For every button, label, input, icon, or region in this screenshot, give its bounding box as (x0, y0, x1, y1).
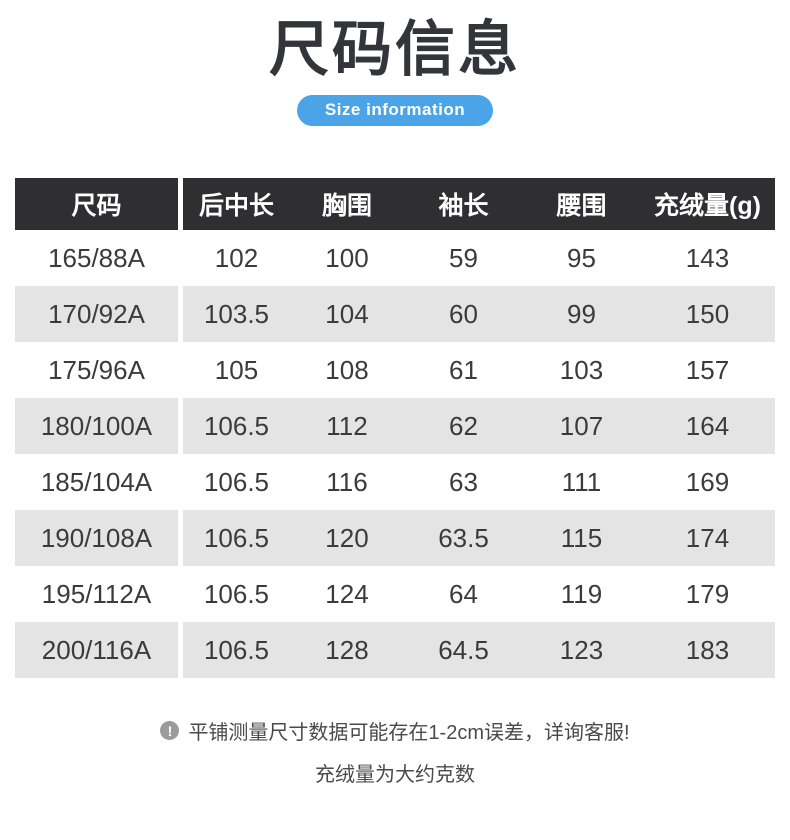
table-row: 180/100A 106.5 112 62 107 164 (15, 398, 775, 455)
column-header-size: 尺码 (15, 178, 183, 231)
table-row: 195/112A 106.5 124 64 119 179 (15, 566, 775, 623)
value-cell: 179 (685, 578, 730, 609)
size-cell: 180/100A (15, 398, 183, 455)
value-cell: 111 (561, 466, 602, 497)
value-cell: 128 (325, 634, 369, 665)
column-header-sleeve: 袖长 (438, 192, 489, 221)
value-cell: 103.5 (203, 298, 270, 329)
size-cell: 195/112A (15, 566, 183, 623)
value-cell: 123 (559, 634, 604, 665)
value-cell: 64 (449, 578, 478, 609)
subtitle-label: Size information (324, 100, 466, 120)
value-cell: 169 (685, 466, 730, 497)
table-row: 190/108A 106.5 120 63.5 115 174 (15, 510, 775, 567)
column-header-waist: 腰围 (556, 192, 607, 221)
table-row: 175/96A 105 108 61 103 157 (15, 342, 775, 399)
value-cell: 104 (325, 298, 369, 329)
info-exclamation-icon: ! (160, 721, 180, 741)
table-row: 170/92A 103.5 104 60 99 150 (15, 286, 775, 343)
value-cell: 95 (567, 242, 596, 273)
size-cell: 175/96A (15, 342, 183, 399)
value-cell: 157 (685, 354, 730, 385)
value-cell: 112 (326, 410, 368, 441)
value-cell: 106.5 (203, 578, 270, 609)
value-cell: 100 (325, 242, 369, 273)
table-row: 185/104A 106.5 116 63 111 169 (15, 454, 775, 511)
size-cell: 185/104A (15, 454, 183, 511)
value-cell: 106.5 (203, 410, 270, 441)
column-header-down-fill: 充绒量(g) (654, 192, 761, 221)
value-cell: 59 (449, 242, 478, 273)
table-row: 165/88A 102 100 59 95 143 (15, 230, 775, 287)
value-cell: 106.5 (203, 466, 270, 497)
value-cell: 115 (560, 522, 603, 553)
note-text-down-fill: 充绒量为大约克数 (315, 764, 475, 787)
value-cell: 108 (325, 354, 369, 385)
value-cell: 164 (685, 410, 730, 441)
value-cell: 106.5 (203, 522, 270, 553)
value-cell: 183 (685, 634, 730, 665)
table-header-row: 尺码 后中长 胸围 袖长 腰围 充绒量(g) (15, 178, 775, 231)
value-cell: 99 (567, 298, 596, 329)
size-cell: 170/92A (15, 286, 183, 343)
column-header-chest: 胸围 (321, 192, 372, 221)
size-cell: 190/108A (15, 510, 183, 567)
value-cell: 119 (560, 578, 603, 609)
size-cell: 200/116A (15, 622, 183, 679)
value-cell: 143 (685, 242, 730, 273)
size-table: 尺码 后中长 胸围 袖长 腰围 充绒量(g) 165/88A 102 100 59 95… (15, 178, 775, 679)
value-cell: 124 (325, 578, 369, 609)
page-title: 尺码信息 (269, 16, 521, 83)
value-cell: 116 (326, 466, 368, 497)
value-cell: 61 (449, 354, 478, 385)
value-cell: 120 (325, 522, 369, 553)
value-cell: 60 (449, 298, 478, 329)
value-cell: 63 (449, 466, 478, 497)
subtitle-badge: Size information (296, 95, 494, 127)
size-cell: 165/88A (15, 230, 183, 287)
column-header-back-length: 后中长 (198, 192, 274, 221)
value-cell: 174 (685, 522, 730, 553)
value-cell: 106.5 (203, 634, 270, 665)
note-line-1: ! 平铺测量尺寸数据可能存在1-2cm误差，详询客服! (0, 716, 790, 745)
value-cell: 64.5 (438, 634, 489, 665)
table-body: 165/88A 102 100 59 95 143 170/92A 103.5 104 60 99 1… (15, 230, 775, 679)
value-cell: 105 (214, 354, 259, 385)
value-cell: 150 (685, 298, 730, 329)
value-cell: 102 (214, 242, 259, 273)
note-text-measurement: 平铺测量尺寸数据可能存在1-2cm误差，详询客服! (188, 722, 630, 745)
value-cell: 63.5 (438, 522, 489, 553)
notes-section: ! 平铺测量尺寸数据可能存在1-2cm误差，详询客服! 充绒量为大约克数 (0, 716, 790, 787)
value-cell: 103 (559, 354, 604, 385)
table-row: 200/116A 106.5 128 64.5 123 183 (15, 622, 775, 679)
value-cell: 107 (559, 410, 604, 441)
value-cell: 62 (449, 410, 478, 441)
